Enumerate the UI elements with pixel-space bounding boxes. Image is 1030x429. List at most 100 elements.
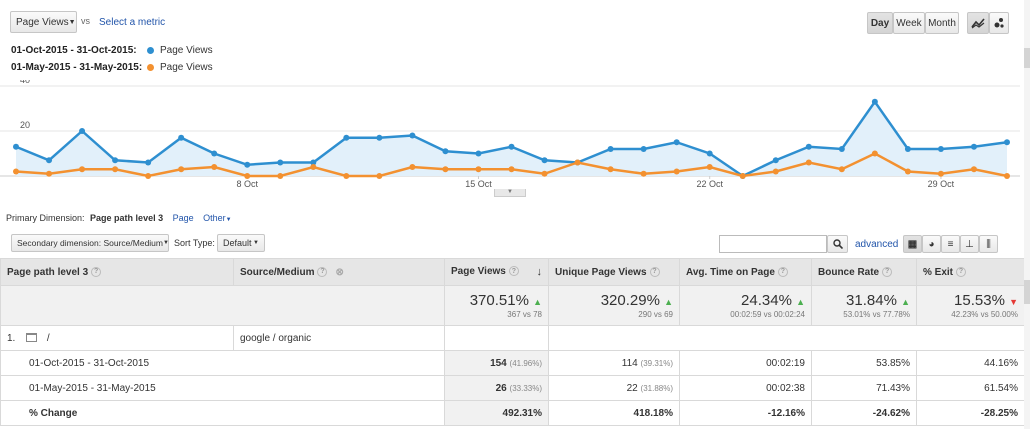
primary-dimension-label: Primary Dimension: (6, 213, 85, 223)
data-point (442, 166, 449, 173)
chevron-down-icon: ▼ (253, 240, 259, 246)
row-label: 01-May-2015 - 31-May-2015 (0, 375, 445, 401)
performance-view-button[interactable]: ≡ (941, 235, 960, 253)
cell-bounce-rate: 53.85% (811, 350, 917, 376)
data-point (970, 166, 977, 173)
line-chart-button[interactable] (967, 12, 989, 34)
table-search-input[interactable] (719, 235, 827, 253)
y-tick-label: 40 (20, 80, 30, 85)
comparison-view-button[interactable]: ⊥ (960, 235, 979, 253)
report-table: Page path level 3? Source/Medium? ⊗ Page … (0, 258, 1025, 426)
header-unique-page-views[interactable]: Unique Page Views? (548, 258, 680, 286)
collapse-handle[interactable]: ▼ (494, 189, 526, 197)
data-point (376, 134, 383, 141)
dimension-page-path[interactable]: Page path level 3 (90, 213, 164, 223)
week-button[interactable]: Week (893, 12, 925, 34)
data-point (244, 173, 251, 179)
secondary-dimension-label: Secondary dimension: Source/Medium (17, 238, 163, 248)
header-source-medium[interactable]: Source/Medium? ⊗ (233, 258, 445, 286)
data-point (805, 143, 812, 150)
data-point (442, 148, 449, 155)
cell-exit: 44.16% (916, 350, 1025, 376)
grid-icon: ▦ (907, 238, 918, 250)
data-point (145, 173, 152, 179)
change-row: % Change 492.31% 418.18% -12.16% -24.62%… (0, 400, 1025, 426)
data-point (376, 173, 383, 179)
cell-page-views: 26 (33.33%) (444, 375, 549, 401)
data-point (706, 150, 713, 157)
data-point (112, 157, 119, 164)
change-exit: -28.25% (916, 400, 1025, 426)
summary-page-views: 370.51% ▲ 367 vs 78 (444, 285, 549, 326)
header-bounce-rate[interactable]: Bounce Rate? (811, 258, 917, 286)
legend-date: 01-Oct-2015 - 31-Oct-2015: (11, 45, 137, 56)
help-icon: ? (777, 266, 788, 277)
data-point (904, 146, 911, 152)
cell-exit: 61.54% (916, 375, 1025, 401)
pie-view-button[interactable]: ◕ (922, 235, 941, 253)
dimension-page-link[interactable]: Page (172, 213, 194, 223)
x-tick-label: 22 Oct (696, 179, 723, 189)
data-point (145, 159, 152, 166)
cell-avg-time: 00:02:38 (679, 375, 812, 401)
table-row: 01-Oct-2015 - 31-Oct-2015 154 (41.96%) 1… (0, 350, 1025, 376)
scrollbar-thumb[interactable] (1024, 280, 1030, 304)
table-header-row: Page path level 3? Source/Medium? ⊗ Page … (0, 258, 1025, 286)
search-icon (832, 239, 843, 249)
data-point (343, 134, 350, 141)
data-point (46, 170, 53, 177)
line-chart-icon (971, 18, 985, 29)
data-point (871, 98, 878, 105)
timeline-chart: 40 20 8 Oct 15 Oct 22 Oct 29 Oct (0, 80, 1020, 189)
metric-select[interactable]: Page Views ▼ (10, 11, 77, 33)
header-exit[interactable]: % Exit? (916, 258, 1025, 286)
table-view-button[interactable]: ▦ (903, 235, 922, 253)
data-point (706, 164, 713, 170)
summary-exit: 15.53% ▼ 42.23% vs 50.00% (916, 285, 1025, 326)
legend-metric: Page Views (160, 45, 213, 56)
table-search-button[interactable] (827, 235, 848, 253)
legend-current: 01-Oct-2015 - 31-Oct-2015: Page Views (11, 45, 213, 56)
sort-type-select[interactable]: Default ▼ (217, 234, 265, 252)
pivot-view-button[interactable]: ⫼ (979, 235, 998, 253)
header-avg-time[interactable]: Avg. Time on Page? (679, 258, 812, 286)
data-point (409, 132, 416, 139)
sort-type-label: Sort Type: (174, 238, 215, 248)
data-point (838, 146, 845, 152)
change-bounce-rate: -24.62% (811, 400, 917, 426)
table-row-group: 1. / google / organic (0, 325, 1025, 351)
open-page-icon[interactable] (26, 333, 38, 343)
arrow-down-icon: ▼ (1009, 297, 1018, 307)
data-point (79, 166, 86, 173)
data-point (13, 168, 19, 175)
page-path-link[interactable]: / (46, 332, 50, 344)
page-scrollbar[interactable] (1024, 0, 1030, 429)
data-point (574, 159, 581, 166)
remove-icon[interactable]: ⊗ (335, 266, 344, 278)
data-point (640, 170, 647, 177)
day-button[interactable]: Day (867, 12, 893, 34)
data-point (178, 134, 185, 141)
scrollbar-thumb[interactable] (1024, 48, 1030, 68)
header-page-views[interactable]: Page Views? ↓ (444, 258, 549, 286)
bubble-chart-icon (994, 18, 1004, 28)
dimension-other-link[interactable]: Other (203, 213, 226, 223)
group-blank (548, 325, 1025, 351)
select-metric-link[interactable]: Select a metric (99, 17, 166, 28)
data-point (508, 143, 515, 150)
group-source-cell[interactable]: google / organic (233, 325, 445, 351)
cell-bounce-rate: 71.43% (811, 375, 917, 401)
summary-avg-time: 24.34% ▲ 00:02:59 vs 00:02:24 (679, 285, 812, 326)
vs-label: vs (81, 16, 90, 26)
sort-type-value: Default (223, 238, 252, 248)
legend-dot (147, 47, 154, 54)
month-button[interactable]: Month (925, 12, 959, 34)
data-point (904, 168, 911, 175)
advanced-link[interactable]: advanced (855, 239, 899, 250)
motion-chart-button[interactable] (989, 12, 1009, 34)
group-spacer (444, 325, 549, 351)
group-path-cell[interactable]: 1. / (0, 325, 234, 351)
header-page-path[interactable]: Page path level 3? (0, 258, 234, 286)
secondary-dimension-select[interactable]: Secondary dimension: Source/Medium ▼ (11, 234, 169, 252)
data-point (112, 166, 119, 173)
